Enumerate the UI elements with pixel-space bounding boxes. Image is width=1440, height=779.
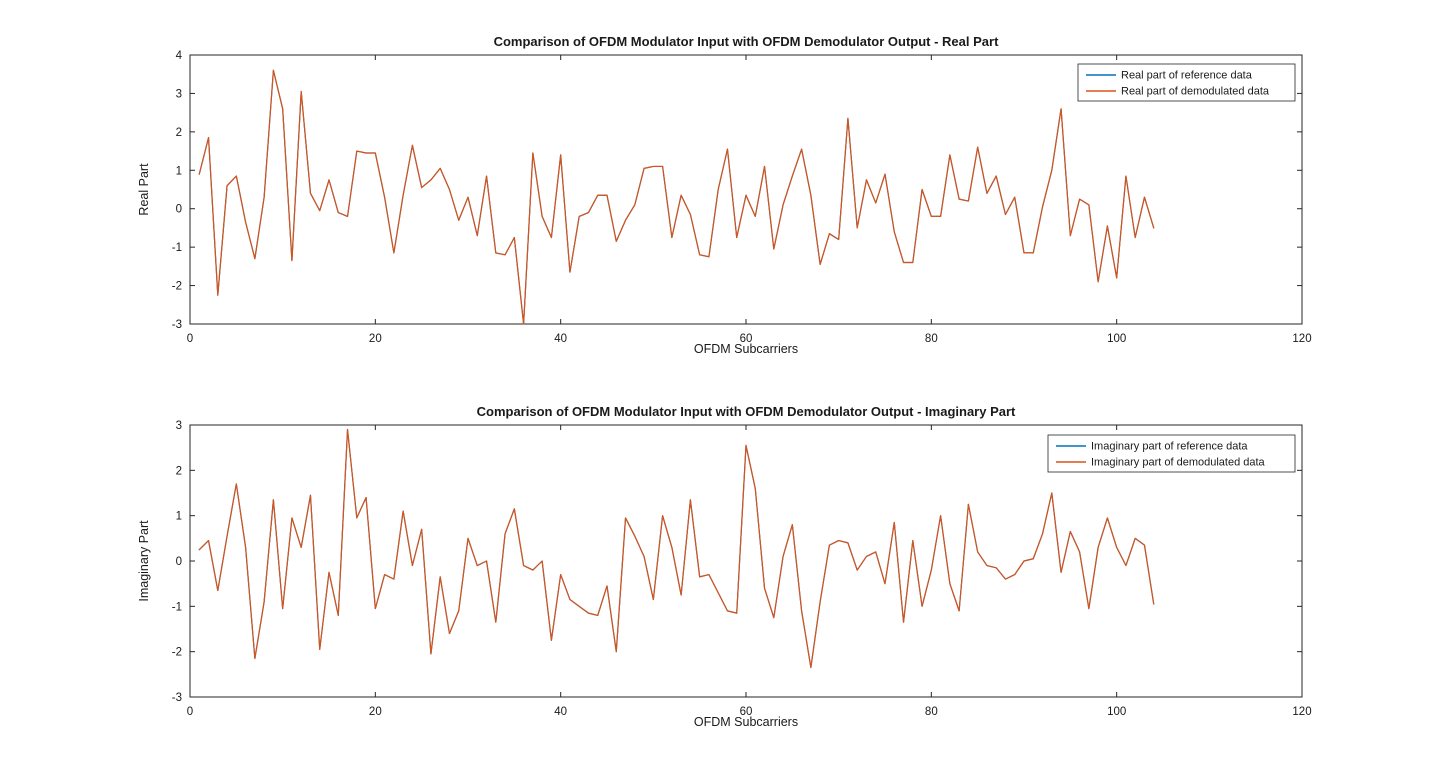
series-line-demodulated xyxy=(198,428,1155,669)
y-tick-label: 3 xyxy=(176,88,182,100)
legend-entry-label: Imaginary part of demodulated data xyxy=(1091,457,1266,469)
x-tick-label: 100 xyxy=(1107,333,1126,345)
legend-entry-label: Imaginary part of reference data xyxy=(1091,441,1248,453)
imaginary-part-subplot: 0 20 40 60 80 100 120 -3 -2 -1 0 1 2 3 Comparison of O… xyxy=(137,404,1312,729)
y-tick-label: -3 xyxy=(172,692,182,704)
real-part-subplot: 0 20 40 60 80 100 120 -3 -2 -1 0 1 2 3 4 Comparison of … xyxy=(137,34,1312,356)
x-tick-label: 40 xyxy=(554,706,567,718)
x-tick-label: 0 xyxy=(187,706,193,718)
x-tick-label: 40 xyxy=(554,333,567,345)
x-tick-label: 80 xyxy=(925,333,938,345)
y-tick-label: -2 xyxy=(172,281,182,293)
plot-title: Comparison of OFDM Modulator Input with … xyxy=(477,404,1016,419)
y-axis-label: Imaginary Part xyxy=(137,520,151,602)
legend-box xyxy=(1047,434,1296,473)
y-axis-label: Real Part xyxy=(137,163,151,216)
plot-title: Comparison of OFDM Modulator Input with … xyxy=(494,34,999,49)
legend: Imaginary part of reference data Imaginar… xyxy=(1047,434,1296,473)
x-tick-label: 20 xyxy=(369,706,382,718)
legend-entry-label: Real part of reference data xyxy=(1121,70,1253,82)
y-tick-label: 1 xyxy=(176,511,182,523)
y-tick-label: 4 xyxy=(176,50,183,62)
x-tick-label: 100 xyxy=(1107,706,1126,718)
x-tick-label: 60 xyxy=(740,333,753,345)
y-tick-label: -1 xyxy=(172,242,182,254)
series-line-demodulated xyxy=(198,69,1155,325)
y-tick-label: 0 xyxy=(176,204,182,216)
y-tick-label: -3 xyxy=(172,319,182,331)
x-tick-label: 120 xyxy=(1292,333,1311,345)
y-tick-label: 0 xyxy=(176,556,182,568)
x-tick-label: 60 xyxy=(740,706,753,718)
y-tick-label: 3 xyxy=(176,420,182,432)
legend-entry-label: Real part of demodulated data xyxy=(1121,86,1270,98)
y-tick-label: -1 xyxy=(172,601,182,613)
x-axis-label: OFDM Subcarriers xyxy=(694,342,798,356)
x-tick-label: 80 xyxy=(925,706,938,718)
legend: Real part of reference data Real part of … xyxy=(1077,63,1296,102)
y-tick-label: -2 xyxy=(172,647,182,659)
x-tick-label: 0 xyxy=(187,333,193,345)
x-axis-label: OFDM Subcarriers xyxy=(694,715,798,729)
y-tick-label: 1 xyxy=(176,165,182,177)
y-tick-label: 2 xyxy=(176,465,182,477)
x-tick-label: 20 xyxy=(369,333,382,345)
legend-box xyxy=(1077,63,1296,102)
y-tick-label: 2 xyxy=(176,127,182,139)
x-tick-label: 120 xyxy=(1292,706,1311,718)
